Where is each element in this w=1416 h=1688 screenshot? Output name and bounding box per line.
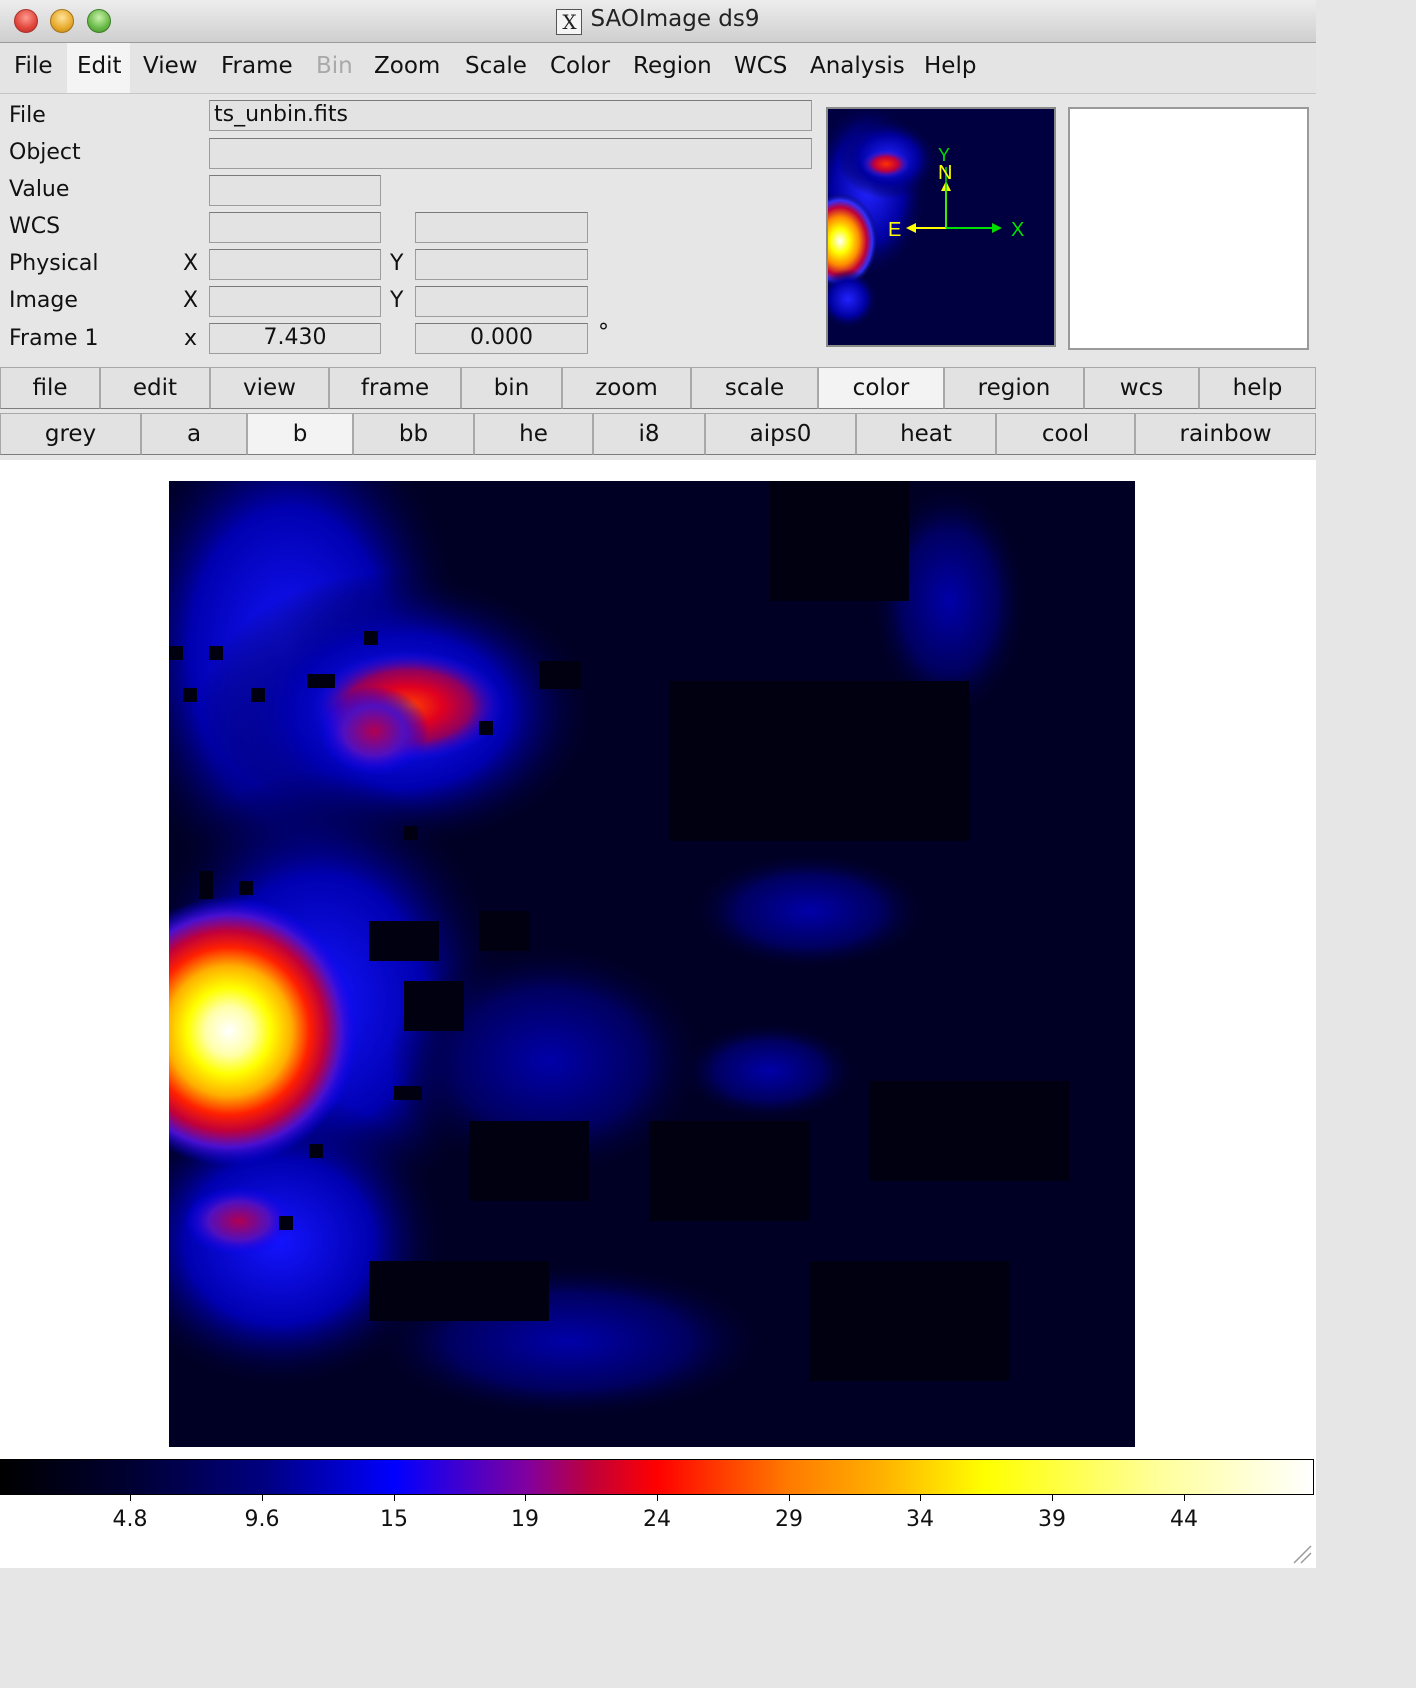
button-file[interactable]: file (0, 367, 100, 409)
colormap-bar: grey a b bb he i8 aips0 heat cool rainbo… (0, 411, 1316, 457)
colormap-i8[interactable]: i8 (593, 413, 705, 455)
frame-x-label: x (184, 326, 198, 351)
fits-image-render (169, 481, 1135, 1447)
colorbar-tick-label: 29 (775, 1507, 803, 1532)
colorbar-tick-label: 4.8 (112, 1507, 148, 1532)
image-y-label: Y (390, 288, 404, 313)
colormap-he[interactable]: he (474, 413, 593, 455)
colorbar-tick-label: 9.6 (244, 1507, 280, 1532)
menu-analysis[interactable]: Analysis (810, 53, 905, 79)
button-zoom[interactable]: zoom (562, 367, 691, 409)
physical-x-field (209, 249, 381, 280)
menu-bin: Bin (316, 53, 353, 79)
degree-symbol: ° (598, 320, 609, 345)
frame-angle-field: 0.000 (415, 323, 588, 354)
button-bar: file edit view frame bin zoom scale colo… (0, 365, 1316, 411)
object-field (209, 138, 812, 169)
resize-grip-icon[interactable] (1290, 1542, 1312, 1564)
file-label: File (9, 103, 46, 128)
colorbar-gradient (0, 1459, 1314, 1495)
colorbar-tick-label: 15 (380, 1507, 408, 1532)
panner[interactable]: E N X Y (826, 107, 1056, 347)
menu-file[interactable]: File (14, 53, 53, 79)
colormap-a[interactable]: a (141, 413, 247, 455)
physical-label: Physical (9, 251, 99, 276)
colorbar-tick (394, 1495, 395, 1501)
menu-color[interactable]: Color (550, 53, 611, 79)
colorbar-tick-label: 39 (1038, 1507, 1066, 1532)
frame-label: Frame 1 (9, 326, 99, 351)
button-edit[interactable]: edit (100, 367, 210, 409)
colorbar-tick (130, 1495, 131, 1501)
colorbar-tick (525, 1495, 526, 1501)
colorbar-tick (920, 1495, 921, 1501)
wcs-label: WCS (9, 214, 61, 239)
compass-n-label: N (938, 162, 952, 184)
menu-zoom[interactable]: Zoom (374, 53, 441, 79)
image-x-field (209, 286, 381, 317)
wcs-x-field (209, 212, 381, 243)
button-color[interactable]: color (818, 367, 944, 409)
axis-x-label: X (1011, 219, 1024, 241)
x11-app-icon: X (556, 9, 583, 35)
colormap-bb[interactable]: bb (353, 413, 474, 455)
info-panel: File ts_unbin.fits Object Value WCS Phys… (0, 94, 1316, 362)
colorbar-tick (1184, 1495, 1185, 1501)
button-region[interactable]: region (944, 367, 1084, 409)
image-label: Image (9, 288, 78, 313)
image-y-field (415, 286, 588, 317)
colormap-cool[interactable]: cool (996, 413, 1135, 455)
magnifier (1068, 107, 1309, 350)
minimize-window-button[interactable] (50, 9, 74, 33)
zoom-window-button[interactable] (87, 9, 111, 33)
button-wcs[interactable]: wcs (1084, 367, 1199, 409)
menu-scale[interactable]: Scale (465, 53, 527, 79)
file-field: ts_unbin.fits (209, 100, 812, 131)
colorbar-tick-label: 19 (511, 1507, 539, 1532)
compass-overlay: E N X Y (888, 145, 1024, 241)
button-scale[interactable]: scale (691, 367, 818, 409)
colormap-aips0[interactable]: aips0 (705, 413, 856, 455)
colorbar-tick-label: 24 (643, 1507, 671, 1532)
image-x-label: X (183, 288, 199, 313)
colorbar-tick (789, 1495, 790, 1501)
colormap-rainbow[interactable]: rainbow (1135, 413, 1316, 455)
object-label: Object (9, 140, 81, 165)
colorbar-tick (262, 1495, 263, 1501)
colorbar-tick (1052, 1495, 1053, 1501)
physical-y-field (415, 249, 588, 280)
button-bin[interactable]: bin (461, 367, 562, 409)
menu-bar: File Edit View Frame Bin Zoom Scale Colo… (0, 43, 1316, 94)
image-canvas[interactable] (0, 460, 1316, 1457)
fits-image[interactable] (169, 481, 1135, 1447)
value-label: Value (9, 177, 70, 202)
colorbar-tick-label: 34 (906, 1507, 934, 1532)
physical-y-label: Y (390, 251, 404, 276)
colormap-grey[interactable]: grey (0, 413, 141, 455)
panner-thumbnail: E N X Y (828, 109, 1054, 345)
wcs-y-field (415, 212, 588, 243)
frame-zoom-field: 7.430 (209, 323, 381, 354)
value-field (209, 175, 381, 206)
menu-view[interactable]: View (143, 53, 198, 79)
button-help[interactable]: help (1199, 367, 1316, 409)
colorbar-tick-label: 44 (1170, 1507, 1198, 1532)
button-frame[interactable]: frame (329, 367, 461, 409)
menu-edit[interactable]: Edit (67, 43, 130, 93)
axis-y-label: Y (938, 145, 950, 165)
colorbar: 4.8 9.6 15 19 24 29 34 39 44 (0, 1457, 1316, 1568)
menu-help[interactable]: Help (924, 53, 977, 79)
button-view[interactable]: view (210, 367, 329, 409)
title-bar: X SAOImage ds9 (0, 0, 1316, 43)
menu-wcs[interactable]: WCS (734, 53, 788, 79)
window-title: SAOImage ds9 (590, 6, 760, 32)
close-window-button[interactable] (14, 9, 38, 33)
menu-frame[interactable]: Frame (221, 53, 293, 79)
menu-region[interactable]: Region (633, 53, 712, 79)
physical-x-label: X (183, 251, 199, 276)
compass-e-label: E (888, 219, 901, 241)
colorbar-tick (657, 1495, 658, 1501)
colormap-heat[interactable]: heat (856, 413, 996, 455)
colormap-b[interactable]: b (247, 413, 353, 455)
